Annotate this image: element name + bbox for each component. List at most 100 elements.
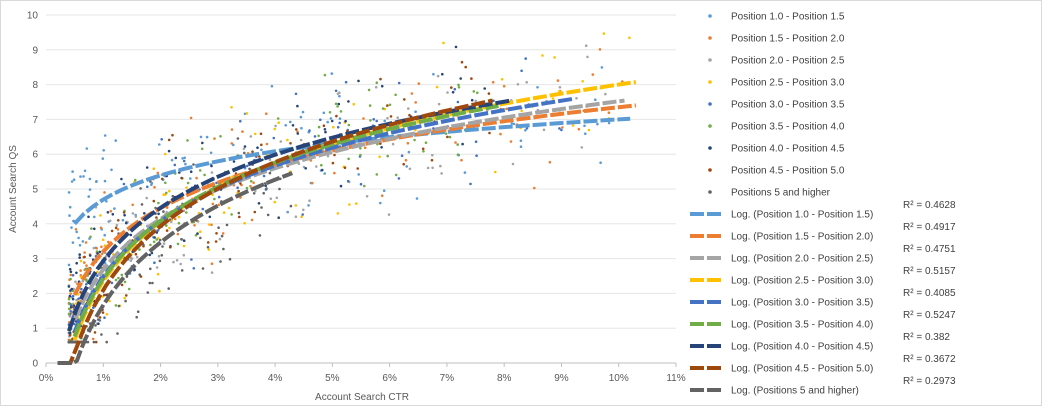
data-point — [469, 182, 472, 186]
data-point — [324, 130, 327, 134]
data-point — [584, 132, 587, 135]
data-point — [604, 92, 607, 96]
data-point — [402, 162, 406, 166]
data-point — [78, 253, 81, 256]
trendlines — [57, 80, 637, 365]
data-point — [171, 194, 175, 198]
data-point — [269, 197, 273, 200]
data-point — [82, 175, 85, 178]
data-point — [375, 81, 379, 84]
data-point — [177, 221, 181, 225]
data-point — [213, 197, 216, 201]
data-point — [176, 232, 180, 236]
data-point — [72, 178, 76, 181]
data-point — [68, 315, 72, 318]
data-point — [153, 185, 156, 189]
r-squared-label: R² = 0.3672 — [903, 354, 956, 365]
data-point — [258, 234, 262, 237]
data-point — [179, 262, 182, 266]
data-point — [337, 102, 341, 106]
x-tick-label: 3% — [211, 373, 226, 384]
data-point — [117, 276, 120, 280]
data-point — [110, 229, 114, 233]
data-point — [183, 156, 186, 160]
data-point — [122, 182, 126, 186]
data-point — [343, 166, 347, 169]
data-point — [294, 92, 298, 96]
data-point — [69, 310, 72, 313]
data-point — [180, 269, 184, 272]
data-point — [180, 238, 183, 241]
data-point — [67, 307, 71, 311]
data-point — [138, 273, 141, 277]
y-tick-label: 4 — [32, 219, 38, 230]
data-point — [505, 107, 508, 111]
data-point — [383, 119, 387, 123]
data-point — [149, 243, 152, 247]
data-point — [180, 177, 184, 180]
data-point — [103, 293, 106, 297]
data-point — [243, 145, 247, 148]
data-point — [218, 237, 222, 241]
data-point — [607, 121, 611, 125]
data-point — [378, 155, 382, 159]
data-point — [512, 122, 516, 126]
data-point — [328, 111, 332, 114]
data-point — [348, 203, 351, 206]
data-point — [461, 142, 464, 146]
data-point — [113, 207, 116, 210]
data-point — [100, 333, 103, 336]
data-point — [334, 89, 338, 93]
data-point — [388, 103, 392, 107]
data-point — [459, 77, 463, 80]
data-point — [225, 223, 229, 227]
legend-marker — [708, 58, 712, 62]
data-point — [85, 264, 88, 267]
data-point — [577, 127, 581, 131]
data-point — [68, 331, 72, 335]
data-point — [315, 165, 318, 168]
data-point — [149, 267, 152, 271]
data-point — [83, 169, 87, 173]
data-point — [75, 261, 78, 265]
data-point — [81, 279, 84, 283]
r-squared-label: R² = 0.4628 — [903, 200, 956, 211]
data-point — [129, 259, 133, 263]
data-point — [380, 146, 383, 149]
data-point — [230, 106, 233, 109]
data-point — [289, 120, 292, 124]
data-point — [317, 134, 320, 138]
data-point — [219, 135, 222, 138]
data-point — [284, 124, 288, 127]
legend-marker — [708, 124, 712, 128]
data-point — [242, 147, 246, 151]
data-point — [122, 211, 126, 214]
data-point — [500, 78, 504, 81]
data-point — [116, 332, 119, 335]
data-point — [133, 178, 137, 182]
data-point — [432, 127, 435, 130]
data-point — [464, 65, 468, 69]
data-point — [329, 117, 333, 120]
data-point — [488, 131, 491, 135]
data-point — [201, 207, 205, 211]
data-point — [70, 180, 74, 183]
data-point — [556, 79, 560, 82]
legend-marker — [708, 102, 712, 106]
data-point — [167, 138, 171, 142]
data-point — [228, 257, 232, 261]
data-point — [214, 240, 218, 243]
data-point — [222, 247, 225, 251]
data-point — [219, 260, 222, 263]
data-point — [584, 44, 588, 47]
data-point — [323, 128, 327, 131]
data-point — [185, 211, 188, 214]
data-point — [476, 91, 479, 95]
data-point — [347, 123, 351, 127]
data-point — [249, 135, 253, 138]
data-point — [387, 213, 391, 216]
data-point — [239, 119, 242, 123]
data-point — [68, 333, 72, 337]
x-tick-label: 9% — [554, 373, 569, 384]
data-point — [196, 232, 199, 235]
